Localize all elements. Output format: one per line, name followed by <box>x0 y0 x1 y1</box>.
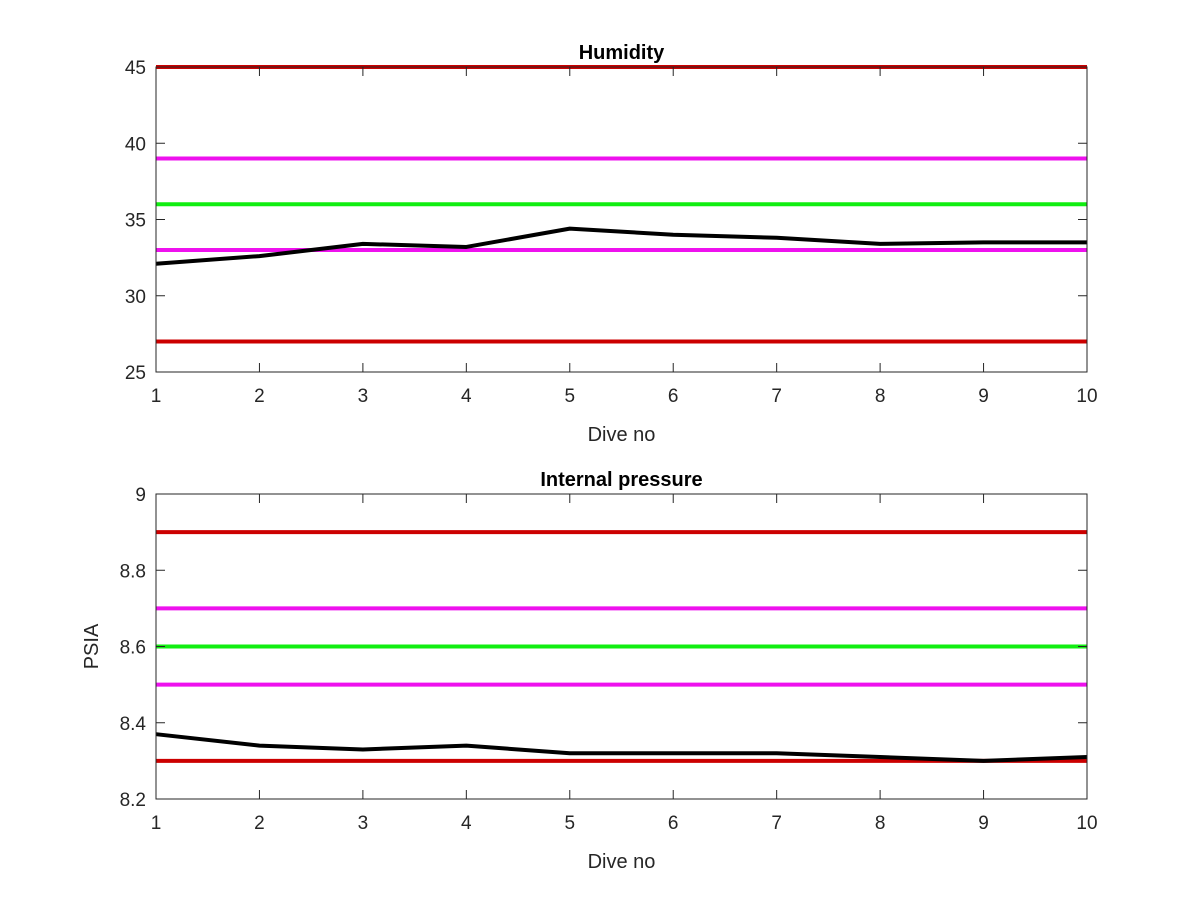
x-tick-label: 6 <box>668 813 679 834</box>
x-tick-label: 9 <box>978 386 989 407</box>
y-tick-label: 8.6 <box>120 638 146 659</box>
plot-area <box>156 67 1087 372</box>
x-tick-label: 5 <box>564 813 575 834</box>
x-axis-label: Dive no <box>588 851 656 873</box>
x-tick-label: 2 <box>254 386 265 407</box>
x-tick-label: 9 <box>978 813 989 834</box>
y-tick-label: 40 <box>125 134 146 155</box>
x-tick-label: 4 <box>461 813 472 834</box>
x-tick-label: 4 <box>461 386 472 407</box>
x-tick-label: 2 <box>254 813 265 834</box>
y-tick-label: 9 <box>135 485 146 506</box>
x-tick-label: 1 <box>151 813 162 834</box>
data-series-line <box>155 226 1087 266</box>
x-tick-label: 7 <box>771 386 782 407</box>
y-tick-label: 8.2 <box>120 790 146 811</box>
data-series-line <box>155 732 1088 763</box>
y-tick-label: 45 <box>125 58 146 79</box>
y-tick-label: 30 <box>125 287 146 308</box>
x-tick-label: 5 <box>564 386 575 407</box>
y-tick-label: 25 <box>125 363 146 384</box>
x-axis-label: Dive no <box>588 424 656 446</box>
x-tick-label: 10 <box>1076 813 1097 834</box>
x-tick-label: 1 <box>151 386 162 407</box>
y-tick-label: 8.8 <box>120 561 146 582</box>
x-tick-label: 7 <box>771 813 782 834</box>
y-tick-label: 35 <box>125 211 146 232</box>
x-tick-label: 3 <box>358 813 369 834</box>
x-tick-label: 3 <box>358 386 369 407</box>
x-tick-label: 8 <box>875 386 886 407</box>
chart-title: Humidity <box>579 42 665 64</box>
x-tick-label: 6 <box>668 386 679 407</box>
y-axis-label: PSIA <box>81 623 103 669</box>
x-tick-label: 8 <box>875 813 886 834</box>
chart-title: Internal pressure <box>540 469 702 491</box>
y-tick-label: 8.4 <box>120 714 147 735</box>
chart-panel-2: 1 2 3 4 5 6 7 8 9 10 8.2 8.4 8.6 8.8 9 Internal pressur… <box>81 469 1098 873</box>
x-tick-label: 10 <box>1076 386 1097 407</box>
